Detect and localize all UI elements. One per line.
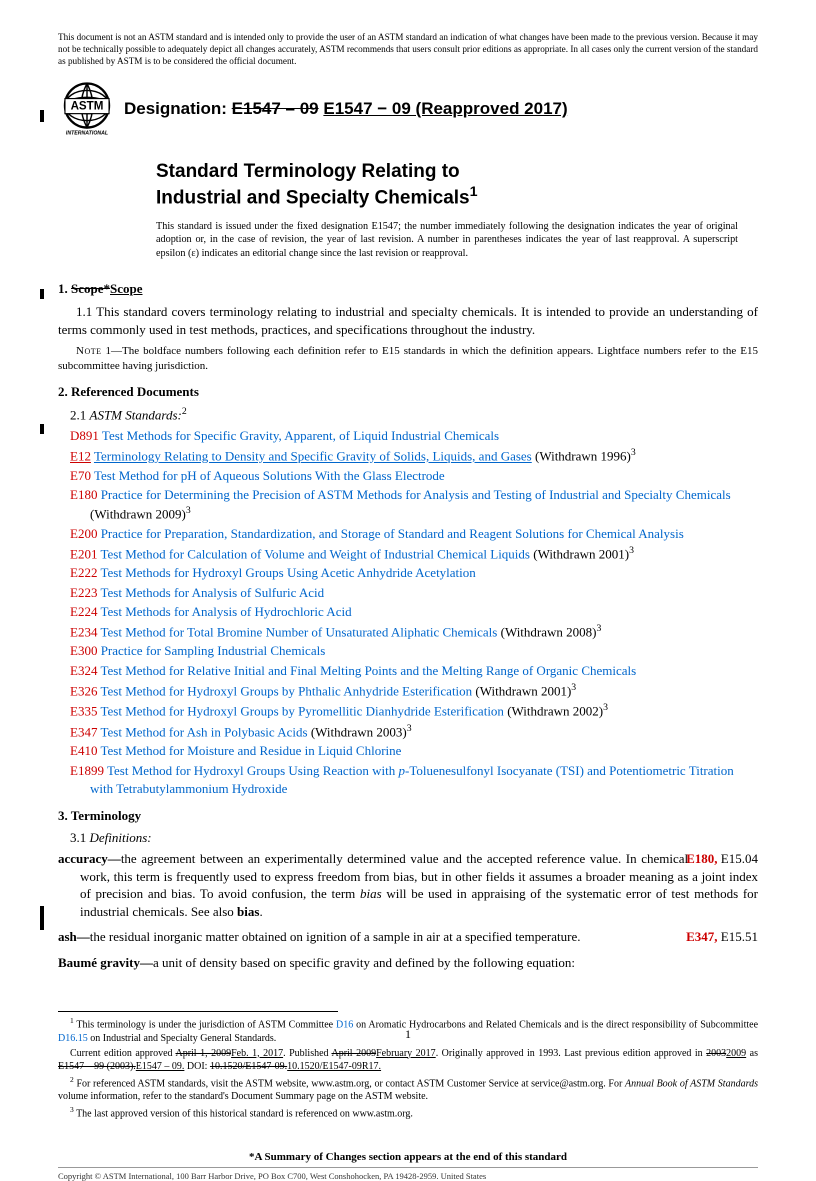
header-row: ASTM INTERNATIONAL Designation: E1547 – … (58, 82, 758, 136)
designation: Designation: E1547 – 09 E1547 − 09 (Reap… (124, 99, 568, 119)
page-number: 1 (0, 1027, 816, 1042)
change-bar (40, 289, 44, 299)
copyright-line: Copyright © ASTM International, 100 Barr… (58, 1167, 758, 1181)
reference-item: E1899 Test Method for Hydroxyl Groups Us… (70, 762, 758, 798)
term-ash: E347, E15.51 ash—the residual inorganic … (58, 928, 758, 946)
designation-new: E1547 − 09 (Reapproved 2017) (323, 99, 567, 118)
reference-item: E234 Test Method for Total Bromine Numbe… (70, 622, 758, 642)
reference-item: E180 Practice for Determining the Precis… (70, 486, 758, 524)
change-bar (40, 424, 44, 434)
note-1: Note 1—The boldface numbers following ea… (58, 344, 758, 374)
section-1-para: 1.1 This standard covers terminology rel… (58, 303, 758, 338)
title-line-1: Standard Terminology Relating to (156, 160, 758, 184)
svg-text:ASTM: ASTM (71, 99, 104, 112)
designation-label: Designation: (124, 99, 232, 118)
summary-note: *A Summary of Changes section appears at… (58, 1151, 758, 1163)
astm-logo: ASTM INTERNATIONAL (58, 82, 116, 136)
issued-note: This standard is issued under the fixed … (156, 220, 738, 261)
term-accuracy: E180, E15.04 accuracy—the agreement betw… (58, 850, 758, 920)
disclaimer-text: This document is not an ASTM standard an… (58, 32, 758, 68)
reference-item: E201 Test Method for Calculation of Volu… (70, 544, 758, 564)
reference-item: E326 Test Method for Hydroxyl Groups by … (70, 681, 758, 701)
title-line-2: Industrial and Specialty Chemicals1 (156, 184, 758, 210)
change-bar (40, 110, 44, 122)
designation-old: E1547 – 09 (232, 99, 319, 118)
reference-item: E12 Terminology Relating to Density and … (70, 446, 758, 466)
section-3-sub: 3.1 Definitions: (58, 830, 758, 846)
footnotes (58, 1005, 338, 1012)
reference-item: E200 Practice for Preparation, Standardi… (70, 525, 758, 543)
reference-item: E347 Test Method for Ash in Polybasic Ac… (70, 722, 758, 742)
svg-text:INTERNATIONAL: INTERNATIONAL (66, 130, 108, 135)
reference-item: E324 Test Method for Relative Initial an… (70, 662, 758, 680)
reference-item: E335 Test Method for Hydroxyl Groups by … (70, 701, 758, 721)
term-baume: Baumé gravity—a unit of density based on… (58, 954, 758, 972)
change-bar (40, 906, 44, 930)
section-2-sub: 2.1 ASTM Standards:2 (58, 406, 758, 423)
section-1-head: 1. Scope*Scope (58, 281, 758, 297)
reference-list: D891 Test Methods for Specific Gravity, … (70, 427, 758, 798)
reference-item: E300 Practice for Sampling Industrial Ch… (70, 642, 758, 660)
section-3-head: 3. Terminology (58, 808, 758, 824)
title-block: Standard Terminology Relating to Industr… (156, 160, 758, 210)
reference-item: E223 Test Methods for Analysis of Sulfur… (70, 584, 758, 602)
reference-item: E70 Test Method for pH of Aqueous Soluti… (70, 467, 758, 485)
reference-item: E410 Test Method for Moisture and Residu… (70, 742, 758, 760)
reference-item: D891 Test Methods for Specific Gravity, … (70, 427, 758, 445)
section-2-head: 2. Referenced Documents (58, 384, 758, 400)
reference-item: E224 Test Methods for Analysis of Hydroc… (70, 603, 758, 621)
reference-item: E222 Test Methods for Hydroxyl Groups Us… (70, 564, 758, 582)
